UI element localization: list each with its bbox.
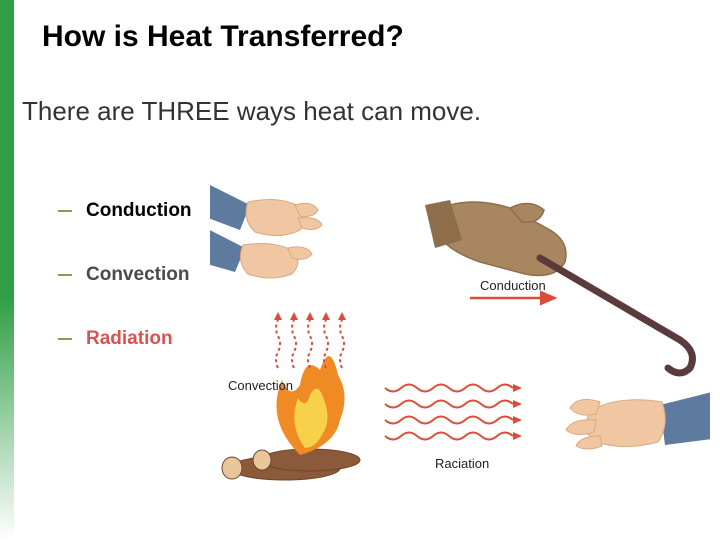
accent-bar (0, 0, 14, 540)
radiation-label: Raciation (435, 456, 489, 471)
bullet-dash-icon (58, 210, 72, 212)
bullet-dash-icon (58, 338, 72, 340)
gloved-hand-poker-icon (425, 200, 692, 373)
list-item: Conduction (58, 200, 192, 222)
bullet-label: Conduction (86, 200, 192, 222)
list-item: Convection (58, 264, 192, 286)
bullet-list: Conduction Convection Radiation (58, 200, 192, 392)
bullet-label: Radiation (86, 328, 173, 350)
convection-label: Convection (228, 378, 293, 393)
hand-radiation-icon (566, 390, 710, 449)
list-item: Radiation (58, 328, 192, 350)
bullet-dash-icon (58, 274, 72, 276)
heat-transfer-illustration: Conduction Convection Raciation (210, 170, 710, 490)
convection-arrows-icon (274, 312, 346, 368)
conduction-label: Conduction (480, 278, 546, 293)
radiation-waves-icon (385, 384, 522, 440)
hands-warming-icon (210, 180, 322, 278)
bullet-label: Convection (86, 264, 189, 286)
subtitle: There are THREE ways heat can move. (22, 95, 481, 128)
page-title: How is Heat Transferred? (42, 20, 404, 54)
campfire-icon (222, 356, 360, 480)
